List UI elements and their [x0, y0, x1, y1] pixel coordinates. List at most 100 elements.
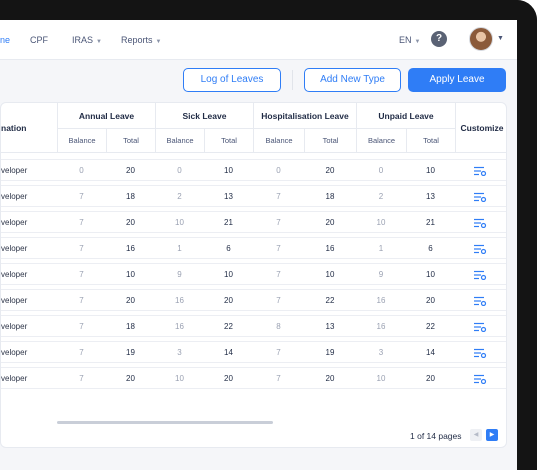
balance-cell: 7 — [276, 244, 281, 253]
total-cell: 14 — [224, 348, 233, 357]
total-cell: 10 — [224, 270, 233, 279]
customize-filter-icon[interactable] — [473, 166, 487, 176]
total-cell: 20 — [325, 218, 335, 227]
balance-cell: 10 — [376, 374, 386, 383]
total-cell: 20 — [325, 374, 335, 383]
balance-cell: 7 — [79, 192, 84, 201]
balance-cell: 7 — [276, 296, 281, 305]
header-balance: Balance — [155, 129, 204, 153]
total-cell: 10 — [426, 166, 435, 175]
total-cell: 20 — [426, 374, 435, 383]
total-cell: 20 — [224, 296, 233, 305]
table-row[interactable]: veloper 7 20 10 20 7 20 10 20 — [1, 367, 506, 389]
leave-table: nation Annual Leave Sick Leave Hospitali… — [0, 102, 507, 448]
balance-cell: 7 — [276, 270, 281, 279]
table-row[interactable]: veloper 7 20 10 21 7 20 10 21 — [1, 211, 506, 233]
total-cell: 20 — [426, 296, 435, 305]
total-cell: 20 — [325, 166, 335, 175]
balance-cell: 7 — [276, 348, 281, 357]
designation-cell: veloper — [1, 348, 28, 357]
balance-cell: 7 — [79, 244, 84, 253]
header-unpaid-leave: Unpaid Leave — [356, 103, 455, 129]
balance-cell: 16 — [376, 322, 386, 331]
table-row[interactable]: veloper 7 19 3 14 7 19 3 14 — [1, 341, 506, 363]
log-of-leaves-button[interactable]: Log of Leaves — [183, 68, 281, 92]
balance-cell: 2 — [177, 192, 182, 201]
balance-cell: 1 — [378, 244, 384, 253]
customize-filter-icon[interactable] — [473, 374, 487, 384]
language-selector[interactable]: EN ▼ — [399, 35, 421, 45]
device-bezel-top — [0, 0, 537, 20]
total-cell: 20 — [126, 166, 135, 175]
header-total: Total — [106, 129, 155, 153]
customize-filter-icon[interactable] — [473, 348, 487, 358]
chevron-down-icon: ▼ — [96, 39, 102, 45]
total-cell: 10 — [224, 166, 233, 175]
designation-cell: veloper — [1, 166, 28, 175]
balance-cell: 16 — [175, 296, 184, 305]
designation-cell: veloper — [1, 192, 28, 201]
customize-filter-icon[interactable] — [473, 218, 487, 228]
header-balance: Balance — [253, 129, 304, 153]
balance-cell: 16 — [376, 296, 386, 305]
table-row[interactable]: veloper 7 16 1 6 7 16 1 6 — [1, 237, 506, 259]
app-screen: ne CPF IRAS ▼ Reports ▼ EN ▼ ? ▼ Log of Lea… — [0, 20, 517, 470]
nav-item-reports[interactable]: Reports ▼ — [121, 35, 162, 45]
horizontal-scrollbar[interactable] — [57, 421, 273, 424]
balance-cell: 7 — [276, 218, 281, 227]
total-cell: 10 — [325, 270, 335, 279]
total-cell: 13 — [325, 322, 335, 331]
header-sick-leave: Sick Leave — [155, 103, 253, 129]
balance-cell: 7 — [79, 348, 84, 357]
apply-leave-button[interactable]: Apply Leave — [408, 68, 506, 92]
balance-cell: 7 — [79, 218, 84, 227]
balance-cell: 10 — [175, 374, 184, 383]
table-row[interactable]: veloper 0 20 0 10 0 20 0 10 — [1, 159, 506, 181]
customize-filter-icon[interactable] — [473, 270, 487, 280]
header-total: Total — [304, 129, 356, 153]
header-total: Total — [406, 129, 455, 153]
table-row[interactable]: veloper 7 10 9 10 7 10 9 10 — [1, 263, 506, 285]
balance-cell: 0 — [378, 166, 384, 175]
designation-cell: veloper — [1, 244, 28, 253]
balance-cell: 8 — [276, 322, 281, 331]
pagination-text: 1 of 14 pages — [410, 431, 462, 441]
customize-filter-icon[interactable] — [473, 244, 487, 254]
device-bezel-right — [517, 0, 537, 470]
nav-item-cpf[interactable]: CPF — [30, 35, 48, 45]
balance-cell: 16 — [175, 322, 184, 331]
nav-item-home[interactable]: ne — [0, 35, 11, 45]
total-cell: 13 — [224, 192, 233, 201]
table-row[interactable]: veloper 7 18 16 22 8 13 16 22 — [1, 315, 506, 337]
total-cell: 20 — [126, 374, 135, 383]
header-customize: Customize — [455, 103, 506, 153]
balance-cell: 7 — [79, 322, 84, 331]
header-balance: Balance — [356, 129, 406, 153]
avatar[interactable] — [469, 27, 493, 51]
total-cell: 6 — [226, 244, 231, 253]
nav-item-iras[interactable]: IRAS ▼ — [72, 35, 102, 45]
total-cell: 6 — [428, 244, 433, 253]
table-row[interactable]: veloper 7 20 16 20 7 22 16 20 — [1, 289, 506, 311]
total-cell: 19 — [126, 348, 135, 357]
balance-cell: 9 — [378, 270, 384, 279]
customize-filter-icon[interactable] — [473, 296, 487, 306]
table-row[interactable]: veloper 7 18 2 13 7 18 2 13 — [1, 185, 506, 207]
table-header: nation Annual Leave Sick Leave Hospitali… — [1, 103, 506, 153]
customize-filter-icon[interactable] — [473, 322, 487, 332]
total-cell: 18 — [126, 192, 135, 201]
designation-cell: veloper — [1, 374, 28, 383]
total-cell: 20 — [126, 218, 135, 227]
chevron-down-icon: ▼ — [155, 39, 162, 45]
balance-cell: 10 — [376, 218, 386, 227]
next-page-button[interactable]: ▶ — [486, 429, 498, 441]
help-icon[interactable]: ? — [431, 31, 447, 47]
total-cell: 10 — [126, 270, 135, 279]
chevron-down-icon[interactable]: ▼ — [497, 35, 504, 42]
header-designation[interactable]: nation — [1, 123, 27, 133]
add-new-type-button[interactable]: Add New Type — [304, 68, 401, 92]
prev-page-button[interactable]: ◀ — [470, 429, 482, 441]
customize-filter-icon[interactable] — [473, 192, 487, 202]
designation-cell: veloper — [1, 322, 28, 331]
